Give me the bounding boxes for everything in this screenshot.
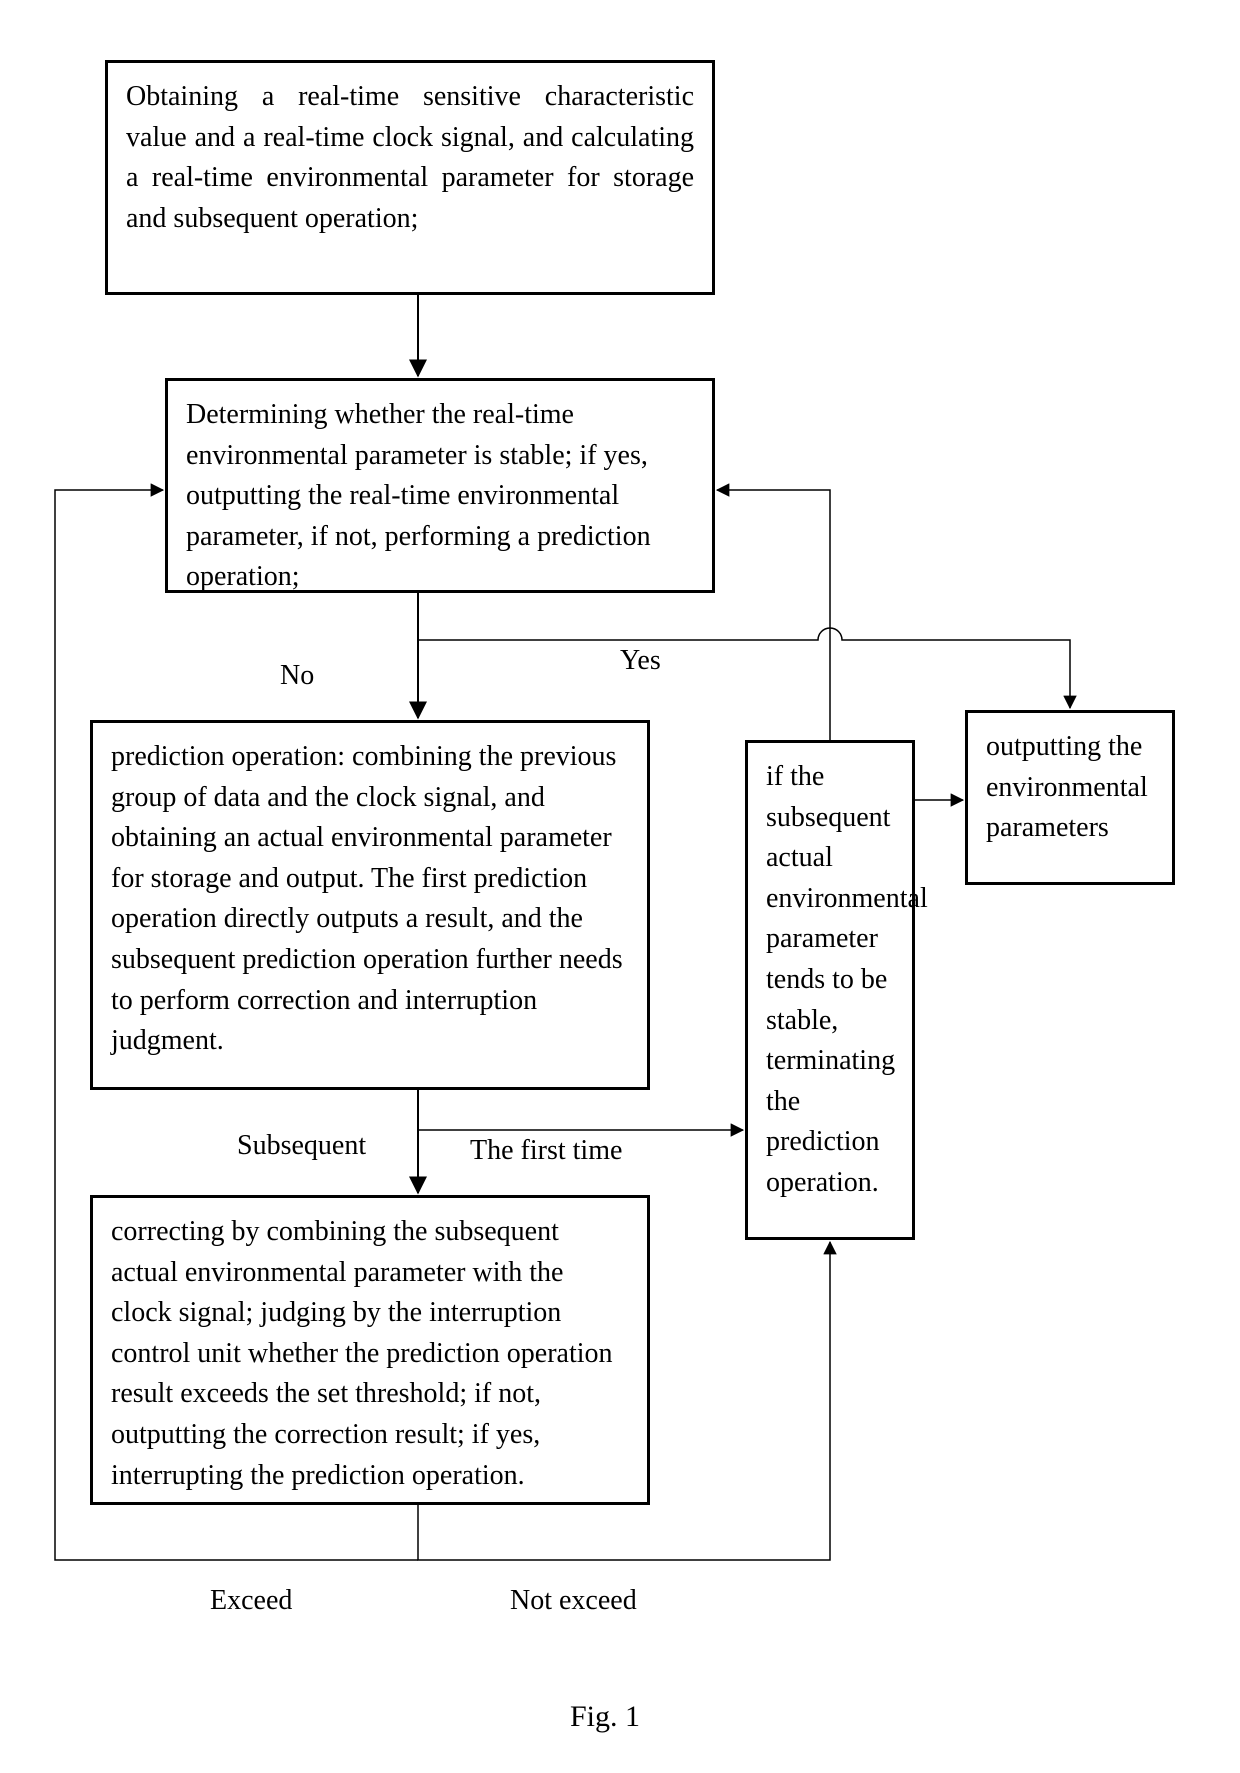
label-yes: Yes [620,645,661,677]
label-subsequent: Subsequent [237,1130,366,1162]
node-determine-text: Determining whether the real-time enviro… [186,399,651,592]
node-prediction-text: prediction operation: combining the prev… [111,741,623,1056]
label-first-time: The first time [470,1135,622,1167]
node-output: outputting the environmental parameters [965,710,1175,885]
node-obtain-text: Obtaining a real-time sensitive characte… [126,81,694,234]
figure-caption: Fig. 1 [570,1700,640,1734]
node-prediction: prediction operation: combining the prev… [90,720,650,1090]
node-correcting: correcting by combining the subsequent a… [90,1195,650,1505]
node-terminate-text: if the subsequent actual environmental p… [766,761,928,1198]
node-correcting-text: correcting by combining the subsequent a… [111,1216,613,1491]
label-no: No [280,660,314,692]
node-obtain: Obtaining a real-time sensitive characte… [105,60,715,295]
flowchart-canvas: Obtaining a real-time sensitive characte… [0,0,1240,1773]
node-terminate: if the subsequent actual environmental p… [745,740,915,1240]
node-output-text: outputting the environmental parameters [986,731,1148,843]
label-not-exceed: Not exceed [510,1585,637,1617]
node-determine: Determining whether the real-time enviro… [165,378,715,593]
label-exceed: Exceed [210,1585,292,1617]
